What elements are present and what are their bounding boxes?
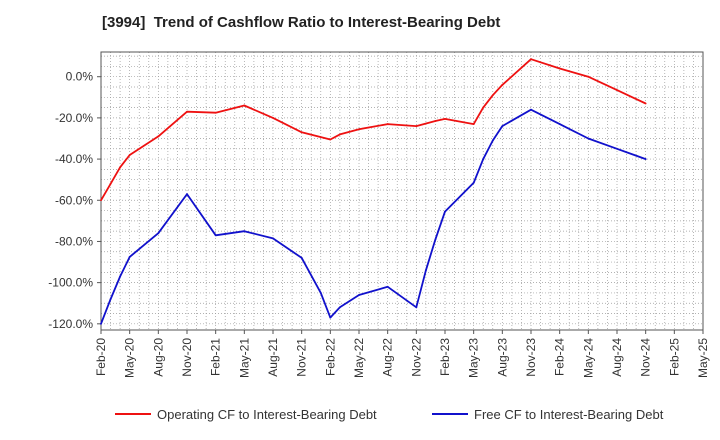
x-tick-label: May-23	[467, 338, 481, 378]
data-point-free-cf	[616, 147, 618, 150]
data-point-free-cf	[214, 234, 217, 237]
x-tick-label: Nov-20	[180, 338, 194, 377]
data-point-free-cf	[100, 322, 102, 325]
data-point-free-cf	[243, 230, 246, 233]
data-point-operating-cf	[186, 110, 188, 113]
x-tick-label: Aug-21	[266, 338, 280, 377]
data-point-free-cf	[482, 158, 485, 160]
data-point-operating-cf	[386, 123, 389, 125]
series-layer	[100, 58, 647, 325]
data-point-free-cf	[157, 232, 160, 235]
x-tick-label: Feb-20	[94, 338, 108, 376]
data-point-operating-cf	[338, 133, 341, 136]
data-point-free-cf	[644, 158, 647, 160]
x-tick-label: May-20	[123, 338, 137, 378]
data-point-free-cf	[338, 306, 341, 309]
x-tick-label: Aug-22	[381, 338, 395, 377]
data-point-operating-cf	[434, 120, 437, 122]
data-point-free-cf	[434, 238, 437, 241]
data-point-operating-cf	[644, 102, 647, 105]
plot-border	[100, 51, 704, 331]
data-point-free-cf	[109, 298, 112, 301]
data-point-operating-cf	[128, 154, 131, 156]
data-point-free-cf	[415, 306, 418, 309]
data-point-free-cf	[128, 255, 131, 258]
data-point-free-cf	[501, 125, 504, 128]
axis-layer: 0.0% -20.0% -40.0% -60.0% -80.0% -100.0% -120.…	[48, 51, 710, 378]
data-point-free-cf	[300, 257, 303, 259]
series-line-free-cf	[100, 108, 647, 325]
data-point-operating-cf	[472, 123, 475, 125]
data-point-operating-cf	[329, 138, 332, 141]
x-tick-label: Nov-24	[639, 338, 653, 377]
data-point-operating-cf	[243, 104, 246, 107]
x-tick-label: May-24	[581, 338, 595, 378]
y-tick-label: -20.0%	[55, 111, 93, 125]
legend-label-operating-cf: Operating CF to Interest-Bearing Debt	[157, 407, 377, 422]
x-tick-label: May-22	[352, 338, 366, 378]
x-tick-label: Nov-22	[409, 338, 423, 377]
y-tick-label: -60.0%	[55, 193, 93, 207]
data-point-free-cf	[119, 275, 122, 278]
x-tick-label: Feb-23	[438, 338, 452, 376]
data-point-operating-cf	[119, 166, 122, 169]
y-tick-label: -100.0%	[48, 276, 93, 290]
x-tick-label: Feb-24	[553, 338, 567, 376]
data-point-operating-cf	[157, 135, 160, 138]
data-point-operating-cf	[530, 58, 532, 61]
data-point-free-cf	[358, 294, 360, 296]
data-point-free-cf	[587, 137, 590, 140]
x-tick-label: Feb-21	[209, 338, 223, 376]
data-point-operating-cf	[558, 67, 561, 70]
data-point-operating-cf	[616, 89, 618, 91]
data-point-free-cf	[530, 108, 532, 111]
x-tick-label: Feb-25	[667, 338, 681, 376]
grid-layer	[101, 52, 703, 330]
data-point-operating-cf	[491, 94, 494, 97]
plot-area	[101, 52, 703, 330]
x-tick-label: Aug-24	[610, 338, 624, 377]
chart-title: [3994] Trend of Cashflow Ratio to Intere…	[102, 14, 501, 31]
x-tick-label: Nov-23	[524, 338, 538, 377]
data-point-operating-cf	[272, 116, 274, 119]
x-tick-label: Nov-21	[295, 338, 309, 377]
legend-label-free-cf: Free CF to Interest-Bearing Debt	[474, 407, 664, 422]
data-point-operating-cf	[587, 75, 590, 78]
series-line-operating-cf	[100, 58, 647, 201]
x-tick-label: Aug-23	[495, 338, 509, 377]
data-point-operating-cf	[482, 106, 485, 109]
data-point-free-cf	[319, 292, 322, 294]
data-point-free-cf	[329, 316, 332, 319]
data-point-operating-cf	[358, 128, 360, 131]
data-point-operating-cf	[501, 84, 504, 86]
data-point-operating-cf	[109, 182, 112, 185]
x-tick-label: May-25	[696, 338, 710, 378]
legend: Operating CF to Interest-Bearing Debt Fre…	[115, 407, 664, 422]
data-point-operating-cf	[444, 118, 446, 120]
x-tick-label: May-21	[237, 338, 251, 378]
data-point-free-cf	[386, 285, 389, 288]
x-tick-label: Feb-22	[323, 338, 337, 376]
data-point-free-cf	[424, 269, 427, 272]
data-point-free-cf	[444, 210, 446, 213]
data-point-operating-cf	[300, 131, 303, 134]
y-tick-label: -120.0%	[48, 317, 93, 331]
data-point-operating-cf	[214, 111, 217, 114]
data-point-operating-cf	[415, 125, 418, 128]
x-tick-label: Aug-20	[151, 338, 165, 377]
y-tick-label: -80.0%	[55, 234, 93, 248]
data-point-free-cf	[558, 123, 561, 125]
y-tick-label: 0.0%	[66, 70, 94, 84]
y-tick-label: -40.0%	[55, 152, 93, 166]
data-point-free-cf	[186, 193, 188, 195]
data-point-operating-cf	[100, 199, 102, 202]
data-point-free-cf	[491, 139, 494, 142]
data-point-free-cf	[472, 181, 475, 184]
data-point-free-cf	[272, 237, 274, 240]
